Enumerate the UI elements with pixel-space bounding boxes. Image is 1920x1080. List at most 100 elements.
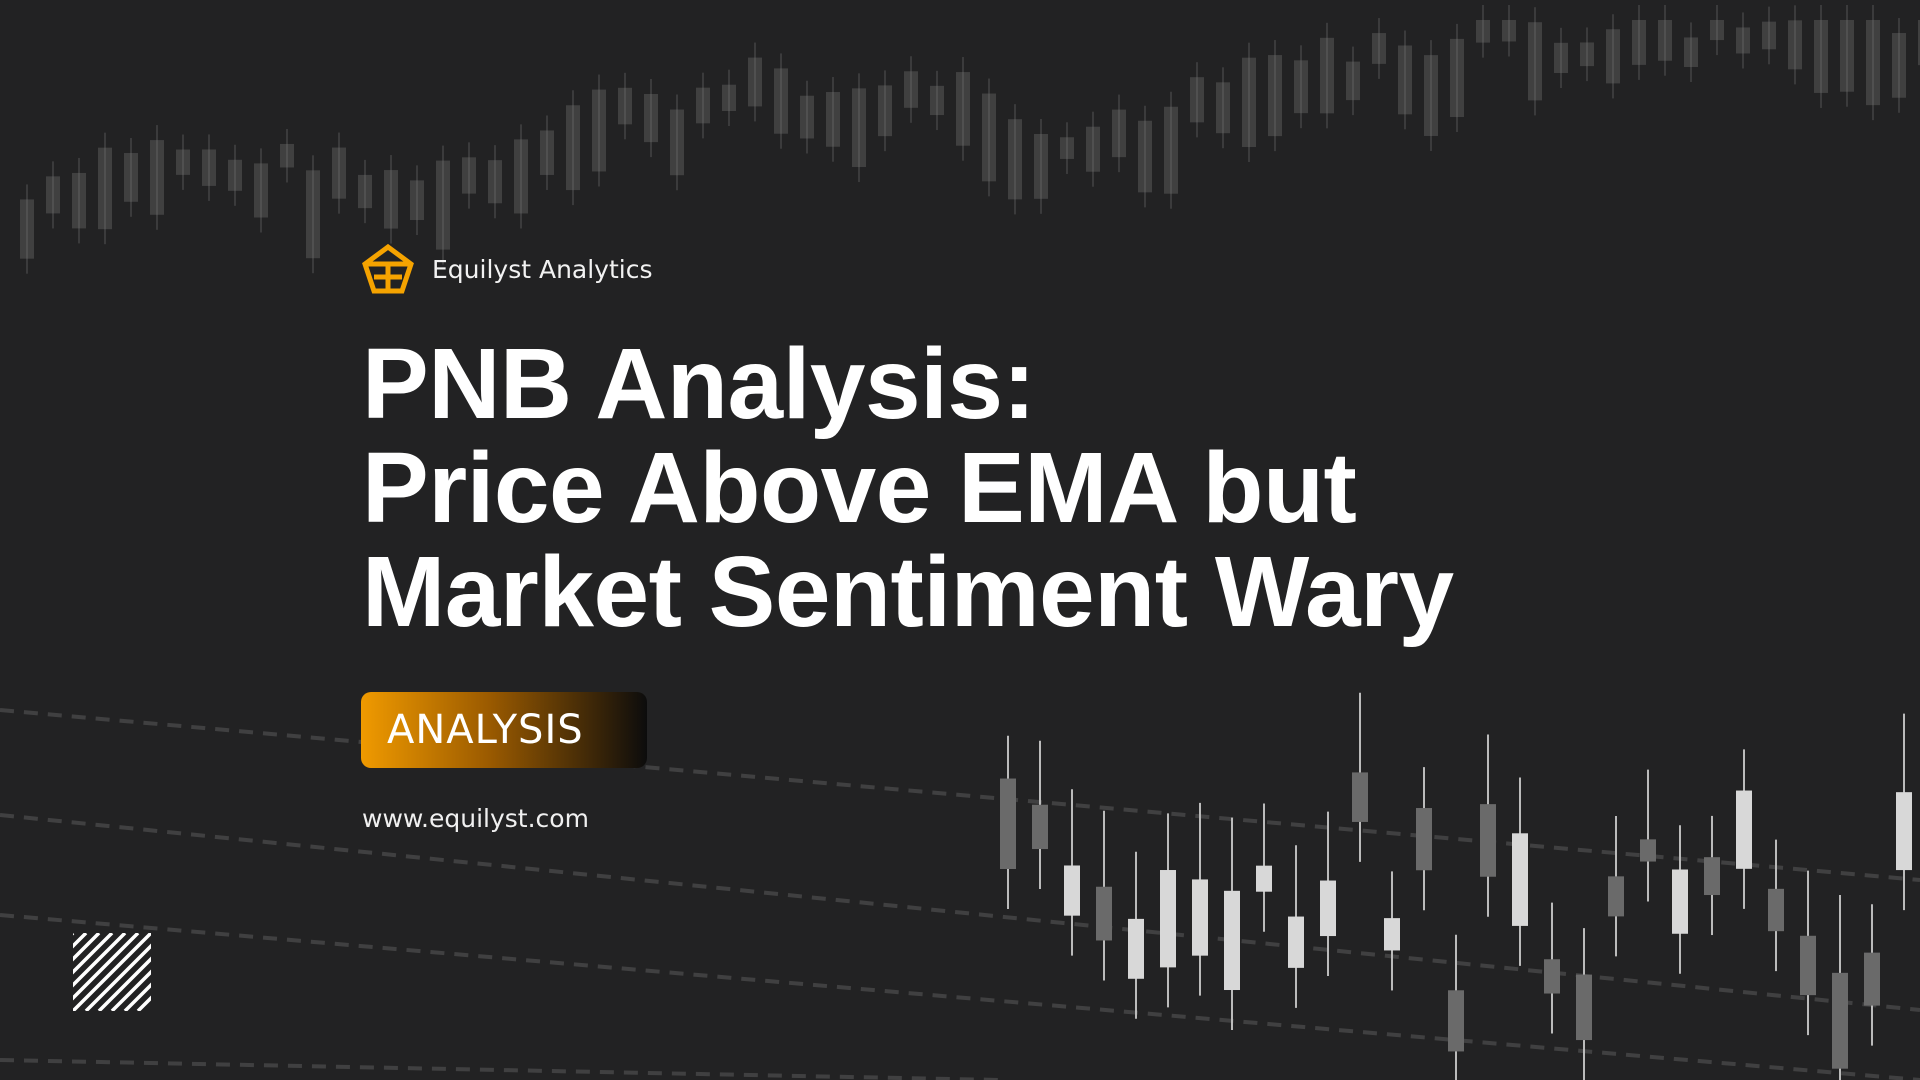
candle-body — [1256, 865, 1272, 892]
background-candle — [1268, 55, 1282, 137]
pentagon-ea-logo-icon — [362, 244, 414, 294]
background-candle — [358, 174, 372, 209]
candle-body — [1512, 833, 1528, 926]
background-candle — [1190, 77, 1204, 123]
background-candle — [1736, 27, 1750, 54]
candle-body — [1000, 778, 1016, 870]
background-candle — [1632, 20, 1646, 65]
background-candle — [774, 68, 788, 134]
background-candle — [930, 85, 944, 116]
candle-body — [1480, 804, 1496, 877]
candle-body — [1544, 959, 1560, 994]
background-candle — [1710, 20, 1724, 41]
dashed-line — [0, 813, 1920, 1012]
background-candle — [1502, 20, 1516, 42]
background-candle — [462, 157, 476, 194]
background-candle — [1684, 37, 1698, 67]
candle-body — [1576, 974, 1592, 1041]
background-candle — [1606, 29, 1620, 84]
background-candle — [1762, 21, 1776, 50]
dashed-line — [0, 913, 1920, 1080]
candle-body — [1448, 990, 1464, 1052]
background-candle — [800, 95, 814, 139]
category-badge: ANALYSIS — [361, 692, 647, 768]
background-candle — [1788, 20, 1802, 70]
background-candle — [1086, 126, 1100, 172]
background-candle — [1450, 38, 1464, 118]
background-candle — [540, 130, 554, 175]
brand-name: Equilyst Analytics — [432, 254, 653, 284]
candle-body — [1064, 865, 1080, 916]
background-candle — [1320, 37, 1334, 114]
background-candle — [618, 87, 632, 125]
background-candle — [1138, 120, 1152, 193]
candle-body — [1672, 869, 1688, 934]
candle-body — [1416, 808, 1432, 871]
candle-body — [1128, 918, 1144, 979]
background-candle — [1476, 20, 1490, 43]
title-line: Price Above EMA but — [362, 432, 1357, 544]
candle-body — [1704, 857, 1720, 896]
candle-body — [1096, 886, 1112, 941]
background-candle — [98, 147, 112, 230]
candle-body — [1768, 888, 1784, 932]
background-candle — [592, 89, 606, 172]
background-candle — [514, 139, 528, 214]
background-candle — [1580, 42, 1594, 67]
title-line: Market Sentiment Wary — [362, 536, 1454, 648]
background-candle — [670, 109, 684, 176]
background-candle — [722, 84, 736, 112]
background-candle — [1216, 82, 1230, 134]
background-candle — [1814, 20, 1828, 93]
background-candle — [124, 153, 138, 202]
page-title: PNB Analysis: Price Above EMA but Market… — [362, 332, 1454, 644]
background-candle — [1112, 109, 1126, 158]
background-candle — [1840, 20, 1854, 92]
background-candle — [644, 93, 658, 143]
background-candle — [1346, 61, 1360, 101]
background-candle — [826, 92, 840, 147]
background-candle — [1918, 20, 1920, 66]
background-candle — [384, 170, 398, 229]
background-candle — [488, 160, 502, 204]
candle-body — [1864, 952, 1880, 1006]
background-candle — [1398, 45, 1412, 115]
candle-body — [1832, 972, 1848, 1069]
background-candle — [748, 57, 762, 107]
background-candle — [878, 85, 892, 137]
background-candle — [1528, 22, 1542, 101]
background-candle — [1034, 134, 1048, 199]
background-candle — [202, 149, 216, 186]
background-candle — [176, 149, 190, 175]
background-candle — [46, 176, 60, 214]
background-candle — [566, 105, 580, 191]
candle-body — [1192, 879, 1208, 956]
badge-label: ANALYSIS — [387, 707, 584, 753]
dashed-line — [0, 708, 1920, 882]
background-candle — [306, 170, 320, 259]
background-candle — [696, 87, 710, 124]
diagonal-hatch-icon — [73, 933, 151, 1011]
background-candle — [1242, 57, 1256, 148]
background-candle — [982, 93, 996, 182]
background-candle — [280, 143, 294, 168]
background-candle — [1164, 106, 1178, 194]
candle-body — [1384, 918, 1400, 951]
background-candle — [436, 160, 450, 250]
website-link[interactable]: www.equilyst.com — [362, 804, 589, 833]
candle-body — [1224, 890, 1240, 991]
candle-body — [1736, 790, 1752, 869]
candle-body — [1288, 916, 1304, 968]
background-candle — [956, 72, 970, 146]
background-candle — [254, 163, 268, 218]
title-line: PNB Analysis: — [362, 328, 1036, 440]
background-candle — [1554, 42, 1568, 74]
brand: Equilyst Analytics — [362, 244, 653, 294]
background-candle — [852, 88, 866, 168]
background-candle — [150, 140, 164, 215]
background-candle — [332, 147, 346, 199]
background-candle — [1658, 20, 1672, 61]
background-candle — [20, 199, 34, 259]
candle-body — [1320, 880, 1336, 937]
